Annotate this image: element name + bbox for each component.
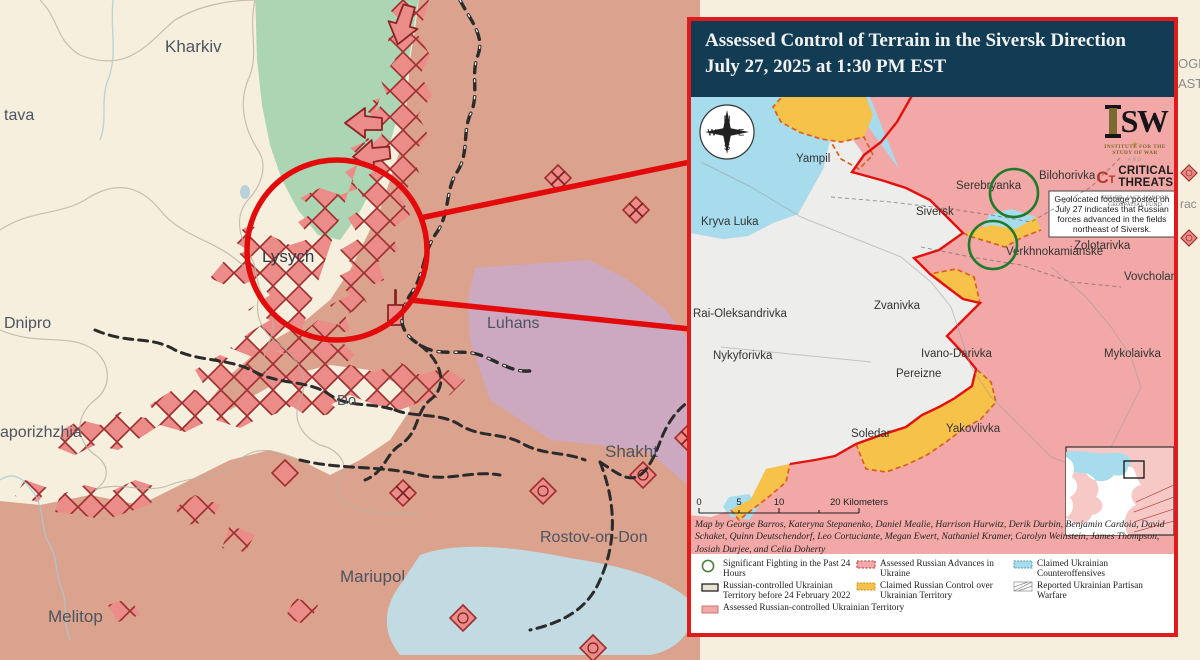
svg-text:Pereizne: Pereizne	[896, 368, 941, 380]
svg-text:Geolocated footage posted on: Geolocated footage posted on	[1054, 194, 1169, 204]
svg-text:Bilohorivka: Bilohorivka	[1039, 170, 1096, 182]
svg-text:forces advanced in the fields: forces advanced in the fields	[1058, 214, 1167, 224]
svg-text:10: 10	[774, 497, 785, 508]
svg-text:E: E	[738, 128, 744, 139]
svg-text:northeast of Siversk.: northeast of Siversk.	[1073, 224, 1151, 234]
svg-text:Zolotarivka: Zolotarivka	[1074, 240, 1131, 252]
svg-text:Rostov-on-Don: Rostov-on-Don	[540, 529, 648, 546]
svg-text:aporizhzhia: aporizhzhia	[0, 424, 82, 441]
svg-text:Soledar: Soledar	[851, 428, 891, 440]
svg-text:OGR: OGR	[1178, 56, 1200, 71]
svg-text:Melitop: Melitop	[48, 607, 103, 626]
svg-text:Luhans: Luhans	[487, 315, 540, 332]
svg-text:Siversk: Siversk	[916, 206, 954, 218]
svg-text:Mykolaivka: Mykolaivka	[1104, 348, 1161, 360]
svg-text:Ivano-Darivka: Ivano-Darivka	[921, 348, 993, 360]
svg-text:Zvanivka: Zvanivka	[874, 300, 921, 312]
svg-text:Lysych: Lysych	[262, 247, 314, 266]
svg-text:N: N	[724, 114, 731, 125]
svg-text:Shakht: Shakht	[605, 442, 658, 461]
svg-text:Vovcholarivka: Vovcholarivka	[1124, 271, 1178, 283]
svg-text:Rai-Oleksandrivka: Rai-Oleksandrivka	[693, 308, 788, 320]
svg-text:AST: AST	[1178, 76, 1200, 91]
svg-text:Kharkiv: Kharkiv	[165, 37, 222, 56]
svg-text:Dnipro: Dnipro	[4, 315, 51, 332]
svg-text:0: 0	[696, 497, 701, 508]
svg-text:rac: rac	[1180, 197, 1197, 211]
svg-text:Yampil: Yampil	[796, 153, 830, 165]
svg-text:S: S	[724, 142, 730, 153]
svg-text:Mariupol: Mariupol	[340, 567, 405, 586]
svg-text:July 27 indicates that Russian: July 27 indicates that Russian	[1055, 204, 1169, 214]
svg-text:tava: tava	[4, 107, 34, 124]
svg-text:5: 5	[736, 497, 741, 508]
svg-text:Do: Do	[337, 392, 356, 409]
svg-text:Kryva Luka: Kryva Luka	[701, 216, 759, 228]
svg-text:Yakovlivka: Yakovlivka	[946, 423, 1001, 435]
svg-text:20 Kilometers: 20 Kilometers	[830, 497, 888, 508]
svg-text:W: W	[708, 128, 717, 139]
